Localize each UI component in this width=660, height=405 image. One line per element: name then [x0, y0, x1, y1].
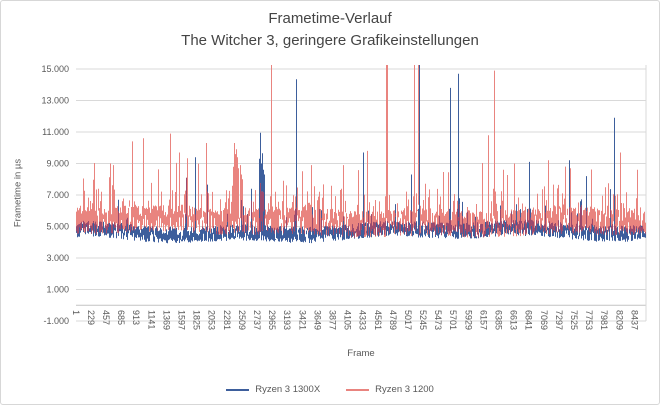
legend-label: Ryzen 3 1300X: [255, 384, 321, 395]
x-tick-label: 3877: [327, 310, 337, 330]
legend-line-swatch-blue: [226, 388, 250, 391]
y-tick-label: -1.000: [43, 316, 69, 326]
x-tick-label: 7525: [569, 310, 579, 330]
legend-line-swatch-red: [346, 388, 370, 391]
x-axis-title: Frame: [347, 348, 375, 359]
x-tick-label: 4333: [358, 310, 368, 330]
x-tick-label: 5245: [418, 310, 428, 330]
x-tick-label: 5017: [403, 310, 413, 330]
x-tick-label: 7753: [584, 310, 594, 330]
x-tick-label: 2965: [267, 310, 277, 330]
x-tick-label: 8209: [614, 310, 624, 330]
x-tick-label: 4789: [388, 310, 398, 330]
x-tick-label: 2281: [222, 310, 232, 330]
series-ryzen-1200: [76, 65, 646, 238]
x-tick-label: 6841: [524, 310, 534, 330]
legend-item-ryzen-1200: Ryzen 3 1200: [346, 384, 434, 395]
y-axis-title: Frametime in µs: [12, 158, 24, 228]
x-tick-label: 913: [131, 310, 141, 325]
x-tick-label: 7069: [539, 310, 549, 330]
y-tick-label: 9.000: [46, 159, 69, 169]
x-tick-label: 6385: [494, 310, 504, 330]
x-tick-label: 1597: [176, 310, 186, 330]
x-tick-label: 4561: [373, 310, 383, 330]
x-tick-label: 1: [71, 310, 81, 315]
x-tick-label: 2737: [252, 310, 262, 330]
x-tick-label: 6613: [509, 310, 519, 330]
x-tick-label: 2509: [237, 310, 247, 330]
x-tick-label: 2053: [207, 310, 217, 330]
legend: Ryzen 3 1300X Ryzen 3 1200: [1, 384, 659, 395]
y-tick-label: 13.000: [41, 96, 69, 106]
x-tick-label: 3193: [282, 310, 292, 330]
legend-item-ryzen-1300x: Ryzen 3 1300X: [226, 384, 320, 395]
x-tick-label: 4105: [343, 310, 353, 330]
y-tick-label: 3.000: [46, 253, 69, 263]
x-tick-label: 5701: [448, 310, 458, 330]
x-tick-label: 1369: [161, 310, 171, 330]
y-tick-label: 11.000: [42, 127, 69, 137]
x-tick-label: 1825: [192, 310, 202, 330]
x-tick-label: 5473: [433, 310, 443, 330]
x-tick-label: 3421: [297, 310, 307, 330]
x-tick-label: 6157: [478, 310, 488, 330]
x-tick-label: 685: [116, 310, 126, 325]
x-tick-label: 1141: [146, 310, 156, 329]
y-tick-label: 7.000: [46, 190, 69, 200]
y-tick-label: 1.000: [46, 285, 69, 295]
series-overlap: [76, 177, 646, 238]
y-tick-label: 5.000: [46, 222, 69, 232]
x-tick-label: 7297: [554, 310, 564, 330]
chart-title: Frametime-Verlauf: [268, 10, 392, 27]
chart-title-block: Frametime-Verlauf The Witcher 3, geringe…: [1, 8, 659, 52]
x-tick-label: 457: [101, 310, 111, 325]
x-tick-label: 5929: [463, 310, 473, 330]
x-tick-label: 3649: [312, 310, 322, 330]
x-tick-label: 7981: [599, 310, 609, 330]
chart-subtitle: The Witcher 3, geringere Grafikeinstellu…: [181, 32, 479, 49]
legend-label: Ryzen 3 1200: [375, 384, 434, 395]
y-tick-label: 15.000: [41, 64, 69, 74]
x-tick-label: 229: [86, 310, 96, 325]
x-tick-label: 8437: [629, 310, 639, 330]
